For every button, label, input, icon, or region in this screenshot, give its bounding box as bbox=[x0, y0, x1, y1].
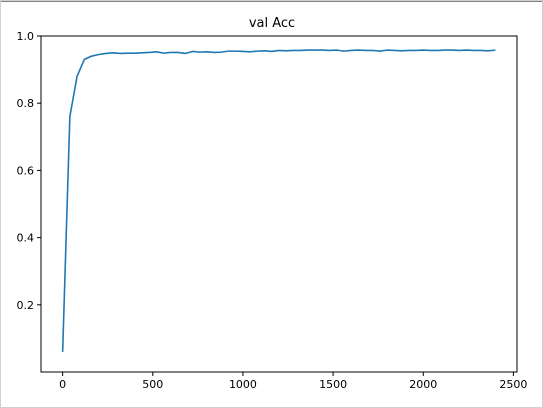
plot-area-frame bbox=[40, 35, 518, 373]
y-tick-label: 0.4 bbox=[17, 232, 35, 245]
y-axis: 0.2 0.4 0.6 0.8 1.0 bbox=[17, 30, 41, 312]
x-tick-label: 1000 bbox=[229, 378, 257, 391]
x-tick-label: 2000 bbox=[409, 378, 437, 391]
val-acc-line bbox=[61, 49, 496, 352]
y-tick-label: 0.8 bbox=[17, 97, 35, 110]
y-tick-label: 0.2 bbox=[17, 299, 35, 312]
y-tick-label: 0.6 bbox=[17, 164, 35, 177]
chart-title: val Acc bbox=[249, 16, 295, 31]
y-tick-label: 1.0 bbox=[17, 30, 35, 43]
window-top-border bbox=[0, 0, 543, 2]
x-tick-label: 0 bbox=[59, 378, 66, 391]
series-layer bbox=[61, 49, 496, 352]
x-tick-label: 2500 bbox=[499, 378, 527, 391]
x-tick-label: 1500 bbox=[319, 378, 347, 391]
x-tick-label: 500 bbox=[142, 378, 163, 391]
x-axis: 0 500 1000 1500 2000 2500 bbox=[59, 372, 527, 391]
